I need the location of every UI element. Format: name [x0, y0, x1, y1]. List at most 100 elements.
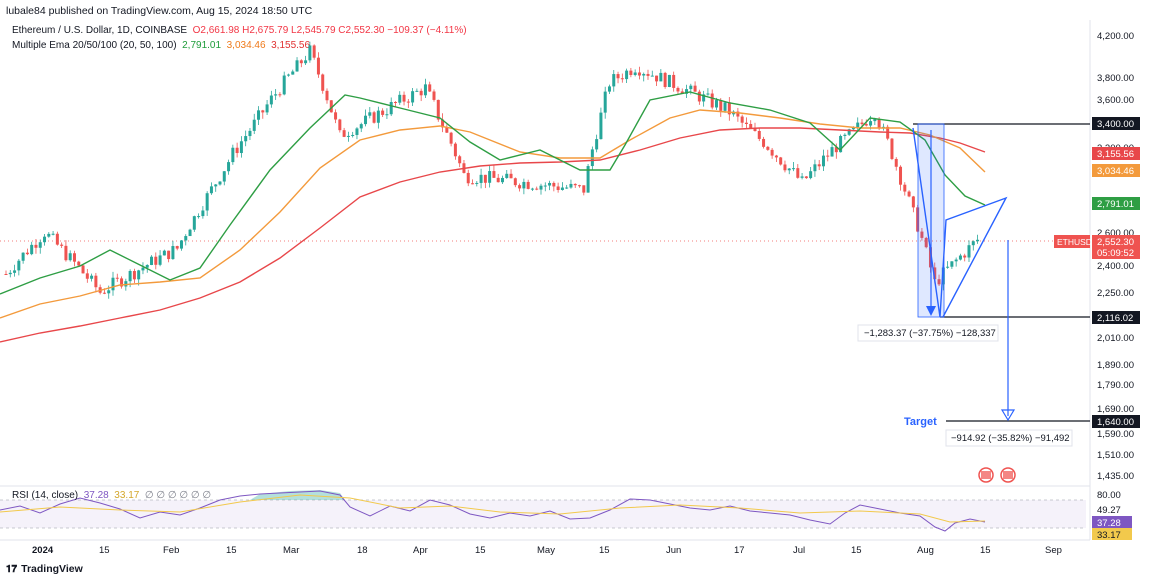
- target-arrow-head: [1000, 409, 1016, 422]
- candle: [843, 134, 847, 136]
- candle: [950, 261, 954, 267]
- candle: [205, 193, 209, 211]
- candle: [800, 176, 804, 178]
- price-tick: 2,250.00: [1097, 288, 1134, 299]
- candle: [873, 119, 877, 122]
- candle: [851, 127, 855, 130]
- candle: [650, 75, 654, 77]
- tag-ema100-text: 3,155.56: [1097, 149, 1134, 160]
- candle: [582, 185, 586, 193]
- rsi-ma-tag: [1092, 528, 1132, 540]
- candle: [30, 244, 34, 255]
- candle: [231, 147, 235, 163]
- candle: [179, 240, 183, 249]
- candle: [77, 261, 81, 266]
- ema20-line: [0, 91, 986, 295]
- candle: [107, 290, 111, 294]
- price-tick: 3,600.00: [1097, 95, 1134, 106]
- candle: [376, 110, 380, 123]
- candle: [727, 102, 731, 115]
- candle: [607, 86, 611, 92]
- rsi-ma-value: 33.17: [114, 490, 140, 501]
- candle: [334, 112, 338, 120]
- candle: [257, 110, 261, 120]
- candle: [68, 253, 72, 261]
- candle: [150, 256, 154, 265]
- tag-ema50-text: 3,034.46: [1097, 166, 1134, 177]
- candle: [847, 129, 851, 135]
- candle: [809, 171, 813, 179]
- candle: [740, 116, 744, 123]
- candle: [629, 70, 633, 75]
- tag-target: [1092, 415, 1140, 428]
- publisher-line: lubale84 published on TradingView.com, A…: [6, 5, 313, 17]
- candle: [402, 94, 406, 102]
- candle: [21, 252, 25, 261]
- candle: [368, 112, 372, 116]
- us-flag-icon[interactable]: [1000, 467, 1016, 483]
- candle: [920, 231, 924, 238]
- candle: [72, 253, 76, 262]
- symbol-legend[interactable]: Ethereum / U.S. Dollar, 1D, COINBASE O2,…: [12, 25, 467, 36]
- candle: [81, 265, 85, 274]
- price-tick: 1,890.00: [1097, 360, 1134, 371]
- time-tick: 15: [226, 545, 237, 556]
- measure1-label: −1,283.37 (−37.75%) −128,337: [864, 328, 996, 339]
- rsi-legend[interactable]: RSI (14, close) 37.28 33.17 ∅ ∅ ∅ ∅ ∅ ∅: [12, 490, 211, 501]
- candle: [817, 164, 821, 167]
- candle: [719, 100, 723, 111]
- candle: [526, 181, 530, 189]
- candle: [903, 184, 907, 192]
- candle: [252, 119, 256, 131]
- candle: [188, 229, 192, 237]
- ema-legend[interactable]: Multiple Ema 20/50/100 (20, 50, 100) 2,7…: [12, 40, 310, 51]
- candle: [17, 260, 21, 271]
- candle: [685, 89, 689, 94]
- candle: [286, 74, 290, 76]
- candle: [441, 119, 445, 128]
- candle: [971, 241, 975, 246]
- candle: [419, 90, 423, 96]
- candle: [941, 267, 945, 285]
- candle: [706, 93, 710, 95]
- candle: [560, 187, 564, 191]
- candle: [697, 91, 701, 102]
- candle: [958, 255, 962, 260]
- ema100-value: 3,155.56: [271, 40, 311, 51]
- candle: [552, 182, 556, 187]
- time-axis[interactable]: 2024 15 Feb 15 Mar 18 Apr 15 May 15 Jun …: [32, 545, 1062, 556]
- candle: [38, 242, 42, 248]
- candle: [924, 237, 928, 248]
- candle: [406, 101, 410, 103]
- pennant-lines[interactable]: [912, 127, 1008, 318]
- candle: [299, 60, 303, 64]
- candle: [556, 186, 560, 191]
- candle: [453, 143, 457, 157]
- candle: [946, 266, 950, 268]
- tradingview-brand[interactable]: 𝟏𝟕 TradingView: [6, 563, 83, 575]
- candle: [864, 124, 868, 126]
- candle: [637, 72, 641, 76]
- candle: [616, 74, 620, 79]
- candle: [586, 166, 590, 193]
- candle: [826, 155, 830, 157]
- candle: [860, 122, 864, 125]
- candle: [282, 75, 286, 95]
- candle: [907, 191, 911, 197]
- candle: [770, 149, 774, 156]
- rsi-extra: ∅ ∅ ∅ ∅ ∅ ∅: [144, 490, 212, 501]
- tag-support-text: 2,116.02: [1097, 313, 1133, 324]
- candle: [355, 128, 359, 135]
- rsi-band: [0, 500, 1086, 528]
- candle: [432, 91, 436, 100]
- candle: [676, 87, 680, 92]
- time-tick: Apr: [413, 545, 428, 556]
- candle: [261, 110, 265, 113]
- candle: [834, 147, 838, 153]
- candle: [145, 264, 149, 268]
- price-tick: 2,600.00: [1097, 228, 1134, 239]
- candle: [364, 115, 368, 125]
- us-flag-icon[interactable]: [978, 467, 994, 483]
- candle: [60, 244, 64, 246]
